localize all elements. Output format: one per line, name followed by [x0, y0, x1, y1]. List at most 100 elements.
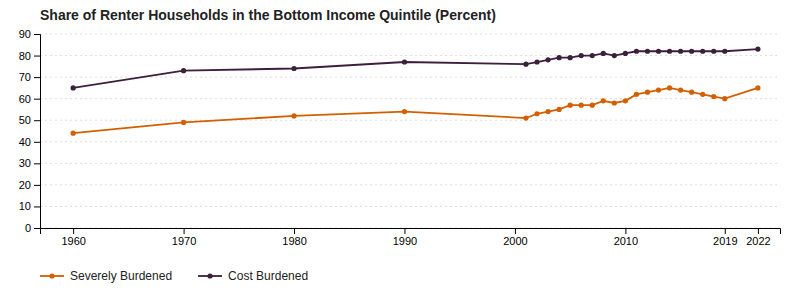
- x-axis-tick-label: 2000: [503, 235, 527, 247]
- y-axis-tick: 50: [19, 114, 40, 126]
- point: [612, 100, 617, 105]
- point: [402, 109, 407, 114]
- line: [73, 88, 758, 133]
- point: [689, 90, 694, 95]
- grid-line: [40, 120, 780, 121]
- x-axis-tick: 1960: [61, 228, 85, 247]
- point: [545, 109, 550, 114]
- x-axis-tick-mark: [515, 228, 516, 234]
- point: [645, 90, 650, 95]
- grid-line: [40, 206, 780, 207]
- grid-line: [40, 55, 780, 56]
- point: [656, 87, 661, 92]
- grid-line: [40, 98, 780, 99]
- series: [71, 46, 761, 90]
- y-axis-tick-mark: [34, 228, 40, 229]
- y-axis-tick-mark: [34, 34, 40, 35]
- x-axis: 1960 1970 1980 1990 2000 2010 2019 2022: [41, 228, 781, 247]
- point: [601, 98, 606, 103]
- y-axis-tick-mark: [34, 206, 40, 207]
- x-axis-tick-label: 1990: [393, 235, 417, 247]
- y-axis-tick: 10: [19, 200, 40, 212]
- point: [656, 49, 661, 54]
- point: [601, 51, 606, 56]
- grid-line: [40, 77, 780, 78]
- y-axis: 0102030405060708090: [19, 28, 41, 234]
- legend: Severely BurdenedCost Burdened: [40, 269, 308, 283]
- point: [623, 51, 628, 56]
- point: [623, 98, 628, 103]
- point: [402, 59, 407, 64]
- x-axis-tick-mark: [73, 228, 74, 234]
- chart: 1960197019801990200020102019202201020304…: [0, 0, 800, 290]
- y-axis-tick: 60: [19, 93, 40, 105]
- point: [711, 94, 716, 99]
- x-axis-tick-label: 1960: [61, 235, 85, 247]
- y-axis-tick: 80: [19, 50, 40, 62]
- line: [73, 49, 758, 88]
- point: [71, 131, 76, 136]
- plot: 1960197019801990200020102019202201020304…: [19, 28, 781, 247]
- point: [678, 87, 683, 92]
- x-axis-tick-label: 2019: [713, 235, 737, 247]
- point: [700, 92, 705, 97]
- y-axis-tick-label: 50: [19, 114, 31, 126]
- y-axis-tick-label: 0: [25, 222, 31, 234]
- x-axis-tick-mark: [294, 228, 295, 234]
- point: [634, 49, 639, 54]
- y-axis-tick-label: 20: [19, 179, 31, 191]
- y-axis-tick-mark: [34, 56, 40, 57]
- x-axis-tick-label: 1980: [282, 235, 306, 247]
- grid: [40, 34, 780, 228]
- point: [667, 49, 672, 54]
- point: [534, 111, 539, 116]
- point: [722, 49, 727, 54]
- x-axis-tick-mark: [625, 228, 626, 234]
- legend-label: Cost Burdened: [228, 269, 308, 283]
- y-axis-tick-label: 90: [19, 28, 31, 40]
- point: [579, 103, 584, 108]
- point: [291, 113, 296, 118]
- legend-item: Cost Burdened: [198, 269, 308, 283]
- x-axis-line: [41, 229, 781, 235]
- x-axis-tick-mark: [725, 228, 726, 234]
- x-axis-tick-label: 1970: [172, 235, 196, 247]
- x-axis-tick-label: 2010: [614, 235, 638, 247]
- y-axis-tick: 30: [19, 157, 40, 169]
- point: [590, 103, 595, 108]
- point: [557, 107, 562, 112]
- point: [523, 115, 528, 120]
- y-axis-tick-mark: [34, 120, 40, 121]
- point: [291, 66, 296, 71]
- point: [590, 53, 595, 58]
- point: [722, 96, 727, 101]
- point: [534, 59, 539, 64]
- point: [678, 49, 683, 54]
- x-axis-tick: 2022: [746, 228, 770, 247]
- grid-line: [40, 163, 780, 164]
- x-axis-tick: 1980: [282, 228, 306, 247]
- x-axis-tick-mark: [184, 228, 185, 234]
- point: [700, 49, 705, 54]
- marks: [71, 46, 761, 135]
- y-axis-tick-mark: [34, 77, 40, 78]
- point: [579, 53, 584, 58]
- y-axis-tick-label: 60: [19, 93, 31, 105]
- y-axis-tick-mark: [34, 142, 40, 143]
- y-axis-tick-label: 30: [19, 157, 31, 169]
- point: [612, 53, 617, 58]
- grid-line: [40, 141, 780, 142]
- point: [71, 85, 76, 90]
- y-axis-tick: 0: [25, 222, 40, 234]
- x-axis-tick-label: 2022: [746, 235, 770, 247]
- point: [645, 49, 650, 54]
- x-axis-tick: 1990: [393, 228, 417, 247]
- x-axis-tick: 1970: [172, 228, 196, 247]
- x-axis-tick-mark: [758, 228, 759, 234]
- point: [545, 57, 550, 62]
- point: [557, 55, 562, 60]
- legend-marker: [207, 273, 212, 278]
- series: [71, 85, 761, 135]
- point: [568, 55, 573, 60]
- point: [689, 49, 694, 54]
